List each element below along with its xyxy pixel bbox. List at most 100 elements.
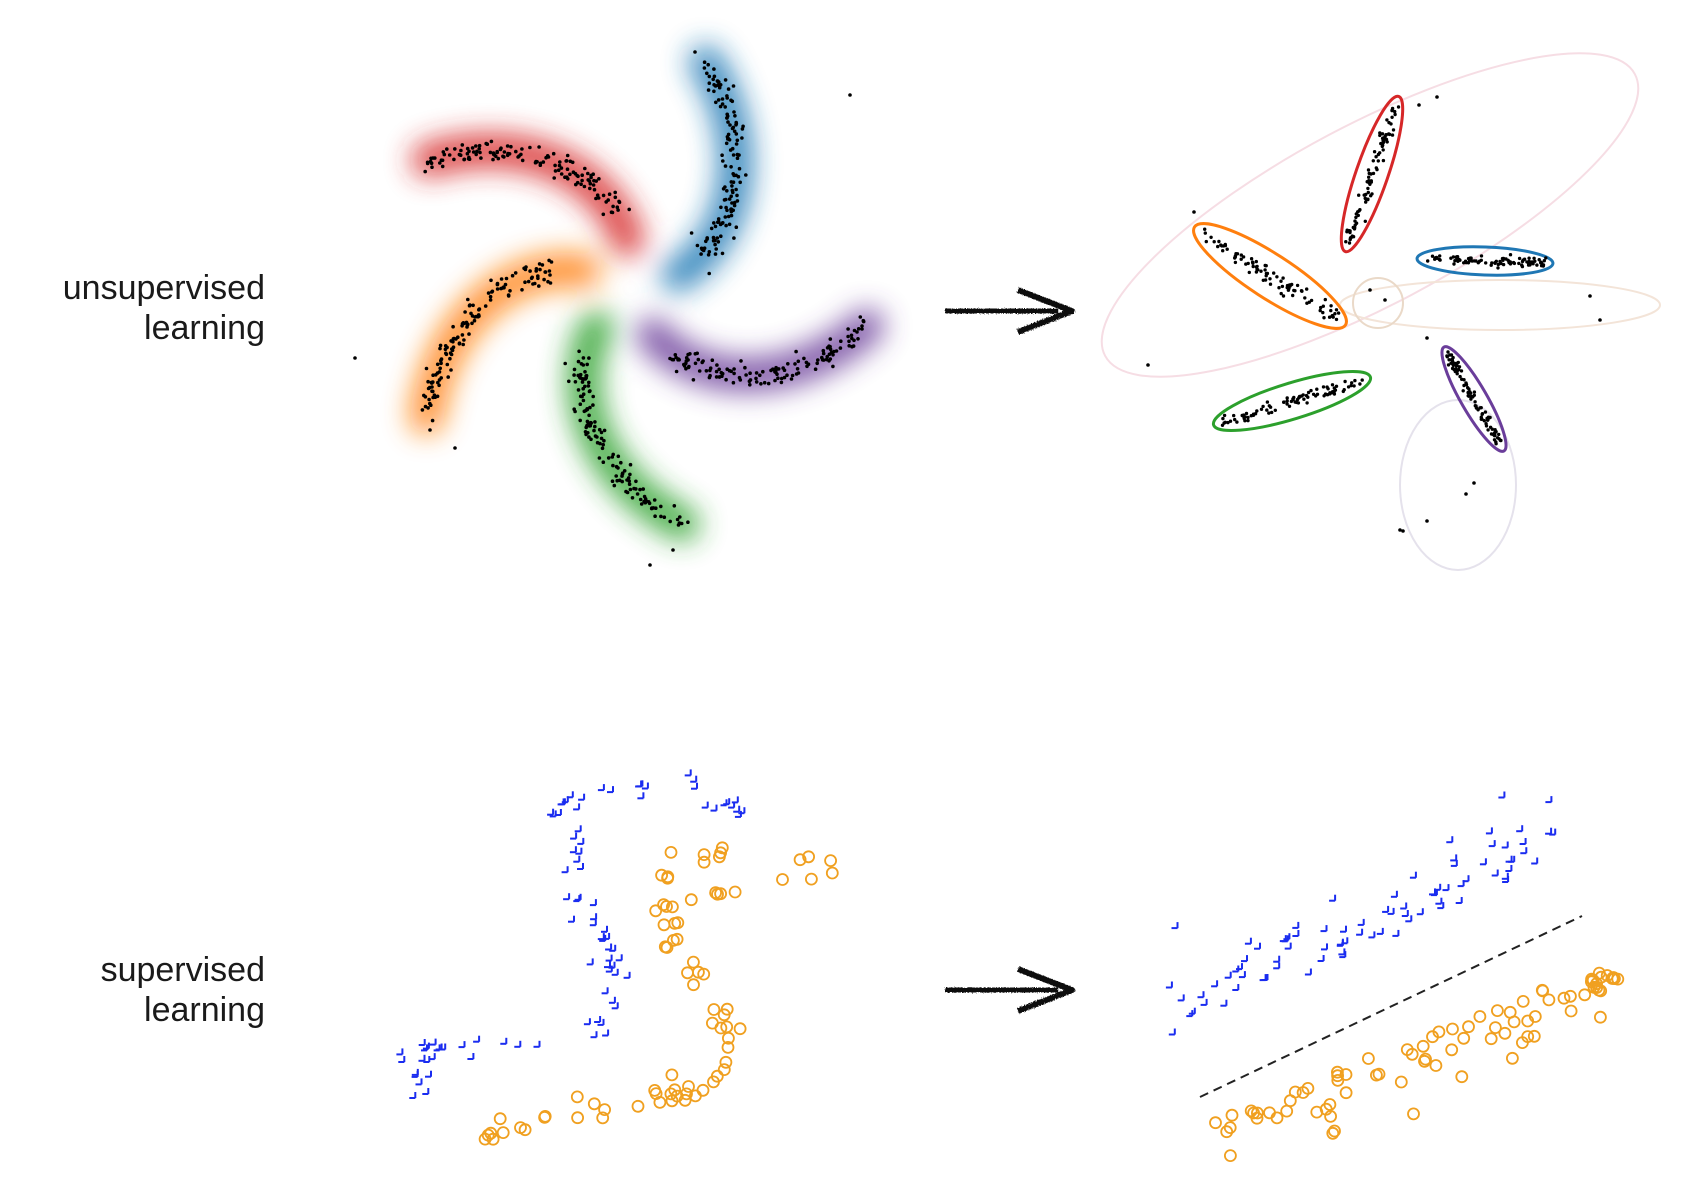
pinwheel-point [743, 365, 747, 370]
cluster-point [1222, 421, 1226, 425]
circle-marker [570, 1090, 584, 1104]
pinwheel-point [781, 366, 785, 370]
circle-marker [824, 854, 837, 867]
plus-marker [1197, 991, 1205, 999]
plus-marker [514, 1040, 522, 1048]
cluster-point [1358, 382, 1362, 386]
pinwheel-point [720, 153, 724, 157]
circle-marker [707, 1003, 721, 1016]
cluster-point [1532, 256, 1536, 260]
plus-marker [547, 808, 555, 816]
pinwheel-point [716, 83, 720, 87]
pinwheel-point [446, 375, 451, 379]
plus-marker [589, 899, 597, 907]
cluster-point [1261, 404, 1265, 409]
pinwheel-point [504, 276, 509, 281]
pinwheel-point [578, 418, 582, 423]
pinwheel-point [587, 435, 591, 439]
circle-marker [1455, 1070, 1469, 1084]
pinwheel-point [720, 97, 725, 101]
cluster-outlier [1472, 481, 1476, 485]
pinwheel-point [773, 367, 777, 372]
pinwheel-point [713, 224, 718, 229]
plus-marker [1409, 871, 1417, 879]
cluster-point [1461, 389, 1465, 393]
cluster-point [1344, 240, 1348, 244]
plus-marker [1435, 897, 1443, 905]
plus-marker [1321, 943, 1328, 951]
pinwheel-point [606, 456, 611, 460]
cluster-point [1347, 241, 1352, 245]
plus-marker [1382, 905, 1390, 913]
pinwheel-point [622, 469, 627, 473]
pinwheel-point [714, 100, 718, 105]
pinwheel-point [702, 246, 707, 250]
cluster-point [1511, 260, 1516, 265]
plus-marker [558, 798, 566, 806]
cluster-point [1366, 197, 1370, 202]
cluster-point [1384, 137, 1388, 141]
cluster-point [1294, 400, 1299, 405]
plus-marker [578, 793, 586, 801]
circle-marker [1535, 983, 1549, 997]
pinwheel-point [727, 222, 732, 227]
pinwheel-point [559, 172, 564, 176]
cluster-point [1501, 258, 1505, 262]
pinwheel-point [467, 149, 471, 154]
circle-marker [1611, 972, 1625, 986]
pinwheel-point [731, 125, 736, 130]
cluster-point [1232, 413, 1236, 418]
circle-marker [1220, 1125, 1234, 1139]
pinwheel-point [423, 169, 428, 174]
cluster-point [1498, 259, 1502, 264]
plus-marker [473, 1035, 481, 1043]
pinwheel-point [502, 150, 507, 154]
pinwheel-point [678, 515, 682, 519]
pinwheel-point [672, 504, 677, 508]
pinwheel-point [586, 384, 591, 388]
circle-marker [653, 1096, 667, 1109]
plus-marker [573, 803, 581, 811]
pinwheel-point [445, 362, 450, 367]
pinwheel-point [855, 330, 859, 334]
pinwheel-point [686, 520, 690, 524]
pinwheel-point [604, 200, 608, 204]
pinwheel-point [441, 150, 446, 154]
faint-cluster-ellipse [1339, 279, 1661, 331]
pinwheel-point [576, 359, 581, 364]
cluster-point [1517, 256, 1522, 261]
pinwheel-point [638, 487, 642, 492]
pinwheel-point [712, 89, 716, 94]
pinwheel-point [499, 277, 504, 281]
pinwheel-point [426, 386, 431, 391]
pinwheel-point [856, 327, 861, 331]
pinwheel-point [691, 378, 696, 382]
cluster-point [1221, 249, 1225, 253]
circle-marker [1557, 991, 1571, 1005]
plus-marker [423, 1056, 431, 1063]
plus-marker [1200, 998, 1208, 1006]
pinwheel-point [587, 380, 591, 385]
pinwheel-point [731, 153, 736, 157]
cluster-point [1458, 374, 1462, 379]
plus-marker [691, 782, 698, 790]
pinwheel-point [713, 252, 718, 256]
decision-boundary [1199, 915, 1583, 1098]
pinwheel-point [642, 494, 647, 499]
pinwheel-point [652, 498, 657, 502]
circle-marker [1225, 1108, 1239, 1122]
pinwheel-point [467, 303, 472, 308]
faint-cluster-ellipse [1100, 52, 1640, 378]
pinwheel-point [716, 217, 721, 221]
cluster-point [1334, 308, 1339, 312]
cluster-ellipse-green [1211, 369, 1373, 433]
pinwheel-point [639, 502, 644, 506]
cluster-point [1350, 381, 1354, 385]
plus-marker [1340, 925, 1347, 933]
cluster-point [1492, 434, 1497, 438]
cluster-outlier [1425, 519, 1429, 523]
cluster-point [1446, 350, 1450, 354]
cluster-point [1353, 219, 1357, 223]
circle-marker [706, 1016, 719, 1030]
pinwheel-point [537, 145, 541, 149]
